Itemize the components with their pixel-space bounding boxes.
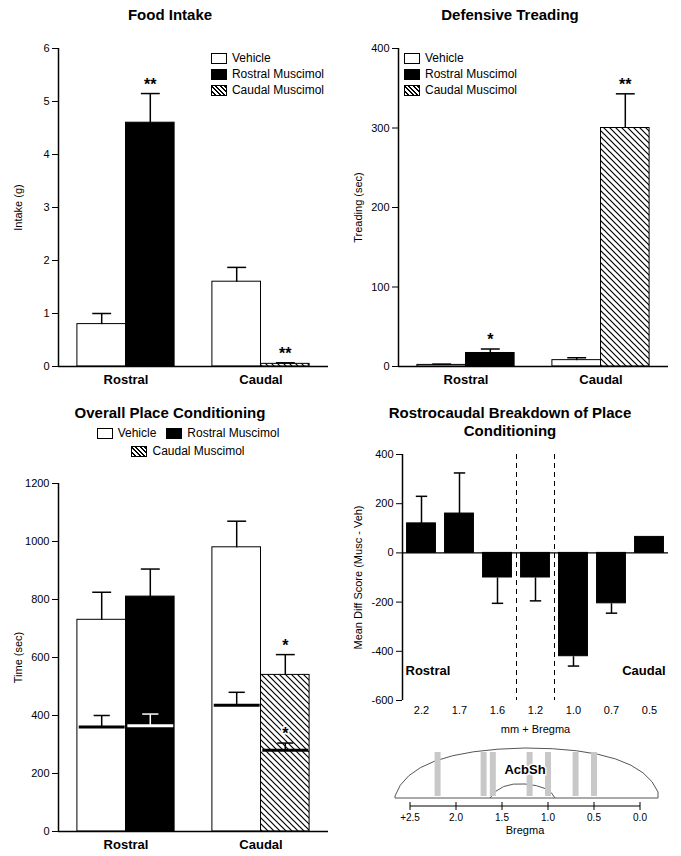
svg-text:-600: -600: [371, 694, 393, 706]
svg-text:3: 3: [43, 201, 49, 213]
svg-text:1000: 1000: [25, 535, 49, 547]
svg-text:1.2: 1.2: [528, 704, 543, 716]
svg-text:Time (sec): Time (sec): [12, 632, 24, 684]
svg-text:Caudal: Caudal: [239, 372, 282, 387]
html-text:Vehicle: Vehicle: [232, 51, 271, 65]
svg-text:*: *: [282, 725, 289, 742]
svg-text:Intake (g): Intake (g): [12, 184, 24, 230]
svg-text:Treading (sec): Treading (sec): [352, 172, 364, 243]
svg-text:1: 1: [43, 307, 49, 319]
svg-text:-200: -200: [371, 596, 393, 608]
svg-text:AcbSh: AcbSh: [504, 762, 545, 777]
svg-text:800: 800: [31, 593, 49, 605]
svg-text:200: 200: [371, 201, 389, 213]
svg-text:1.0: 1.0: [566, 704, 581, 716]
svg-text:300: 300: [371, 122, 389, 134]
svg-text:0.7: 0.7: [604, 704, 619, 716]
svg-text:1200: 1200: [25, 477, 49, 489]
svg-text:Rostral: Rostral: [104, 372, 149, 387]
svg-text:**: **: [619, 76, 632, 93]
svg-text:1.6: 1.6: [490, 704, 505, 716]
html-text:Caudal Muscimol: Caudal Muscimol: [232, 83, 324, 97]
html-text:Rostral Muscimol: Rostral Muscimol: [232, 67, 324, 81]
svg-text:6: 6: [43, 42, 49, 54]
html-text:Defensive Treading: Defensive Treading: [441, 6, 579, 23]
svg-text:0.5: 0.5: [587, 812, 601, 823]
svg-text:*: *: [282, 637, 289, 654]
html-text:Rostrocaudal Breakdown of Plac: Rostrocaudal Breakdown of Place Conditio…: [388, 404, 632, 439]
svg-text:Rostral: Rostral: [444, 372, 489, 387]
svg-text:100: 100: [371, 281, 389, 293]
svg-text:400: 400: [375, 448, 393, 460]
svg-text:1.0: 1.0: [541, 812, 555, 823]
svg-text:Bregma: Bregma: [506, 824, 545, 836]
html-text:Vehicle: Vehicle: [425, 51, 464, 65]
svg-text:1.5: 1.5: [495, 812, 509, 823]
svg-text:0: 0: [387, 546, 393, 558]
html-text:Caudal Muscimol: Caudal Muscimol: [425, 83, 517, 97]
svg-text:2.0: 2.0: [449, 812, 463, 823]
svg-text:2.2: 2.2: [414, 704, 429, 716]
svg-text:0: 0: [43, 825, 49, 837]
html-text:Caudal Muscimol: Caudal Muscimol: [152, 444, 245, 458]
svg-text:200: 200: [31, 767, 49, 779]
svg-text:4: 4: [43, 148, 49, 160]
svg-text:0: 0: [43, 360, 49, 372]
svg-text:Caudal: Caudal: [579, 372, 622, 387]
svg-text:400: 400: [31, 709, 49, 721]
svg-text:0.0: 0.0: [633, 812, 647, 823]
svg-text:600: 600: [31, 651, 49, 663]
html-text:Rostral Muscimol: Rostral Muscimol: [425, 67, 517, 81]
svg-text:0.5: 0.5: [642, 704, 657, 716]
svg-text:mm + Bregma: mm + Bregma: [501, 723, 571, 735]
svg-text:**: **: [144, 76, 157, 93]
svg-text:5: 5: [43, 95, 49, 107]
svg-text:+2.5: +2.5: [400, 812, 420, 823]
svg-text:2: 2: [43, 254, 49, 266]
html-text:Overall Place Conditioning: Overall Place Conditioning: [74, 404, 266, 421]
html-text:Rostral Muscimol: Rostral Muscimol: [187, 426, 280, 440]
svg-text:Caudal: Caudal: [622, 663, 665, 678]
svg-text:*: *: [487, 331, 494, 348]
svg-text:Caudal: Caudal: [239, 837, 282, 852]
svg-text:Rostral: Rostral: [406, 663, 451, 678]
svg-text:-400: -400: [371, 645, 393, 657]
svg-text:**: **: [279, 345, 292, 362]
svg-text:200: 200: [375, 497, 393, 509]
svg-text:0: 0: [383, 360, 389, 372]
svg-text:400: 400: [371, 42, 389, 54]
html-text:Vehicle: Vehicle: [117, 426, 157, 440]
svg-text:Mean Diff Score (Musc - Veh): Mean Diff Score (Musc - Veh): [352, 505, 364, 649]
svg-text:1.7: 1.7: [452, 704, 467, 716]
html-text:Food Intake: Food Intake: [127, 6, 213, 23]
svg-text:Rostral: Rostral: [104, 837, 149, 852]
